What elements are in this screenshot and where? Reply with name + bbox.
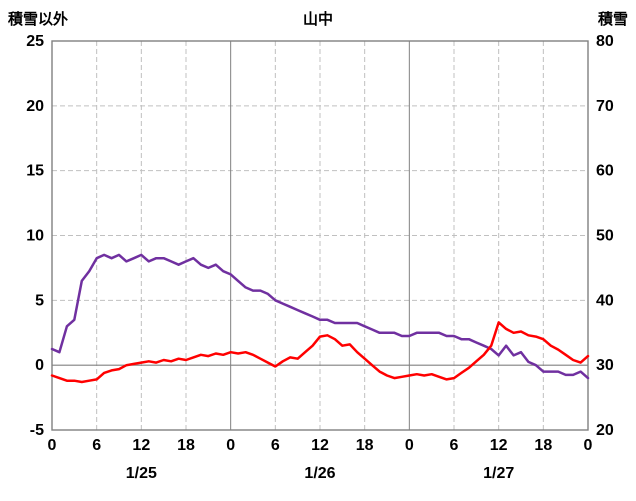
x-axis-tick-label: 18 bbox=[177, 437, 195, 454]
x-axis-tick-label: 18 bbox=[534, 437, 552, 454]
x-axis-tick-label: 12 bbox=[132, 437, 150, 454]
x-axis-tick-label: 0 bbox=[405, 437, 414, 454]
right-axis-tick-label: 70 bbox=[596, 98, 614, 115]
left-axis-tick-label: 0 bbox=[35, 357, 44, 374]
x-axis-tick-label: 0 bbox=[584, 437, 593, 454]
right-axis-tick-label: 80 bbox=[596, 33, 614, 50]
right-axis-tick-label: 20 bbox=[596, 422, 614, 439]
left-axis-tick-label: 5 bbox=[35, 292, 44, 309]
right-axis-tick-label: 60 bbox=[596, 163, 614, 180]
series-line-right bbox=[50, 253, 590, 380]
x-axis-date-label: 1/26 bbox=[304, 465, 335, 482]
x-axis-tick-label: 12 bbox=[311, 437, 329, 454]
left-axis-title: 積雪以外 bbox=[8, 11, 69, 28]
left-axis-tick-label: 20 bbox=[26, 98, 44, 115]
right-axis-title: 積雪 bbox=[597, 11, 628, 28]
x-axis-tick-label: 12 bbox=[490, 437, 508, 454]
left-axis-tick-label: 10 bbox=[26, 228, 44, 245]
right-axis-tick-label: 40 bbox=[596, 292, 614, 309]
right-axis-tick-label: 30 bbox=[596, 357, 614, 374]
left-axis-tick-label: 25 bbox=[26, 33, 44, 50]
x-axis-tick-label: 18 bbox=[356, 437, 374, 454]
x-axis-tick-label: 6 bbox=[450, 437, 459, 454]
x-axis-date-label: 1/25 bbox=[126, 465, 157, 482]
plot-border bbox=[51, 40, 589, 431]
series-line-left bbox=[50, 321, 590, 384]
x-axis-date-label: 1/27 bbox=[483, 465, 514, 482]
chart-title: 山中 bbox=[302, 11, 333, 28]
x-axis-tick-label: 6 bbox=[92, 437, 101, 454]
left-axis-tick-label: -5 bbox=[30, 422, 44, 439]
x-axis-tick-label: 0 bbox=[48, 437, 57, 454]
x-axis-tick-label: 0 bbox=[226, 437, 235, 454]
left-axis-tick-label: 15 bbox=[26, 163, 44, 180]
x-axis-tick-label: 6 bbox=[271, 437, 280, 454]
right-axis-tick-label: 50 bbox=[596, 228, 614, 245]
